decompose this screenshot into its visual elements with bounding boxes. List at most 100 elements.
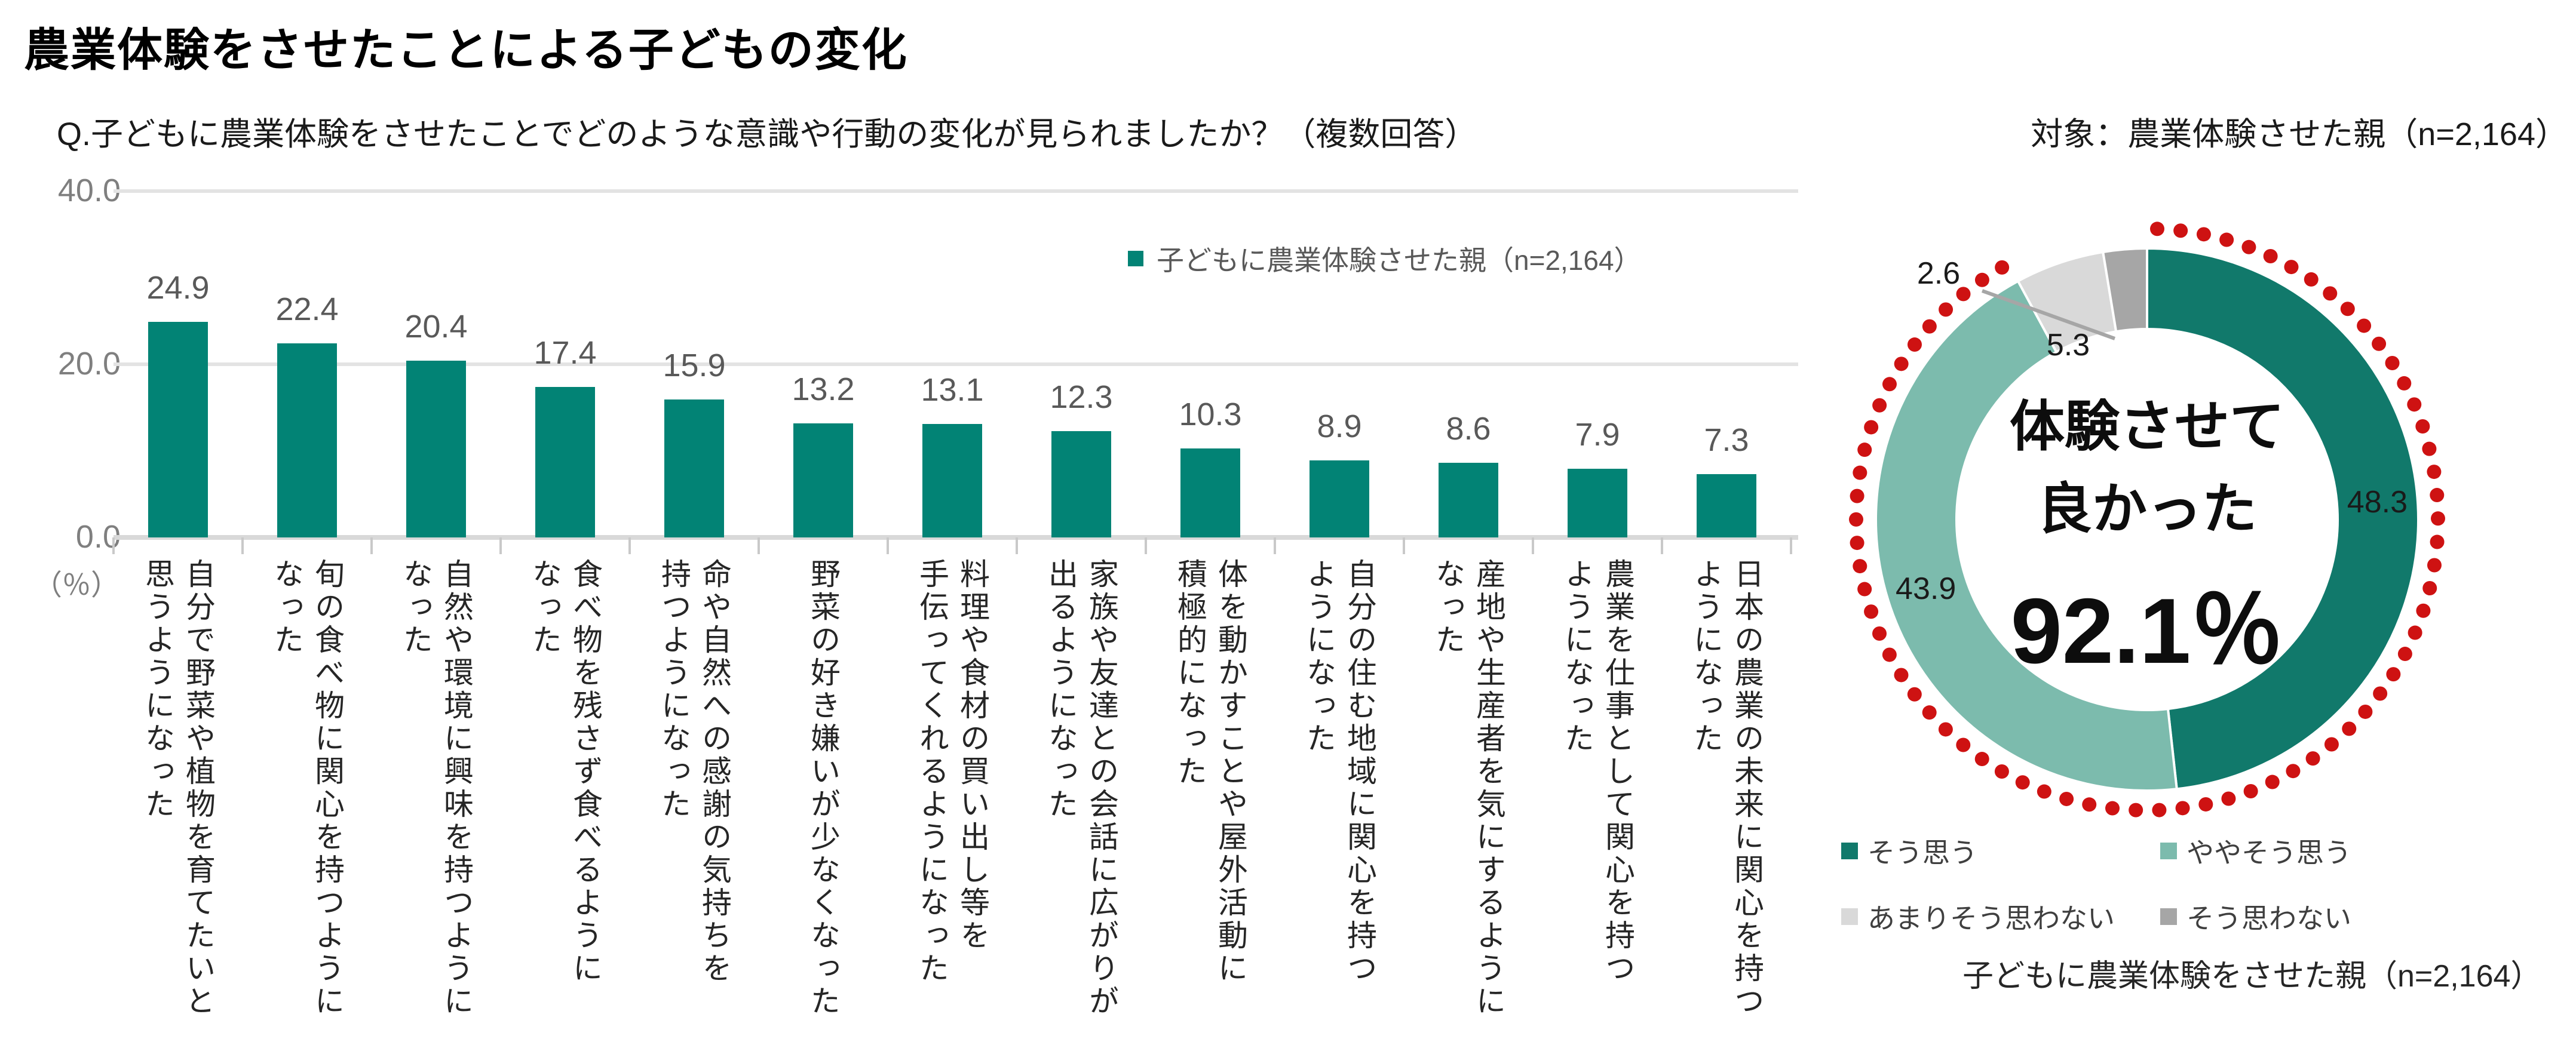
red-dot [2173,223,2188,238]
red-dot [2198,797,2213,812]
red-dot [2059,791,2074,806]
bar-chart-legend: 子どもに農業体験させた親（n=2,164） [1128,239,1642,278]
red-dot [2408,625,2422,640]
red-dot [1994,764,2009,779]
red-dot [1882,377,1897,392]
bar [1051,431,1111,537]
red-dot [2149,222,2164,236]
bar-value-label: 7.9 [1575,417,1620,453]
y-axis-tick-20: 20.0 [57,346,121,382]
red-dot [2304,272,2319,287]
red-dot [2427,465,2442,480]
bar-category-label: 食べ物を残さず食べるように なった [525,558,606,1036]
leader-line [1981,289,2116,340]
bar-category-label: 農業を仕事として関心を持つ ようになった [1557,558,1638,1036]
red-dot [2358,704,2373,719]
donut-value-label-2: 5.3 [2046,328,2090,362]
survey-question: Q.子どもに農業体験をさせたことでどのような意識や行動の変化が見られましたか？（… [57,116,1477,152]
bar-category-label-line: 積極的になった [1173,558,1207,788]
x-axis-tick [1016,537,1018,554]
gridline [114,362,1798,366]
red-dot [2243,783,2258,798]
x-axis-tick [1532,537,1534,554]
red-dot [1857,582,1872,597]
red-dot [1939,302,1954,317]
x-axis-tick [887,537,889,554]
legend-swatch-not-really [1841,908,1858,925]
x-axis-tick [1274,537,1276,554]
red-dot [2372,336,2387,351]
red-dot [1850,536,1864,551]
survey-target-note: 対象：農業体験させた親（n=2,164） [2031,116,2568,152]
bar-category-label-line: 出るようになった [1044,558,1078,821]
red-dot [2373,686,2388,701]
bar [1180,448,1240,537]
donut-value-label-0: 48.3 [2347,484,2408,520]
donut-center-text-line2: 良かった [2037,479,2258,540]
y-axis-tick-40: 40.0 [57,173,121,208]
red-dot [1850,488,1864,503]
red-dot [1938,722,1953,737]
donut-legend-item-not-really: あまりそう思わない [1841,897,2115,936]
bar-category-label-line: ようになった [1560,558,1594,755]
bar-category-label-line: 体を動かすことや屋外活動に [1214,558,1247,985]
bar-value-label: 12.3 [1050,379,1113,415]
red-dot [2323,286,2338,301]
x-axis-tick [628,537,631,554]
bar-category-label-line: 旬の食べ物に関心を持つように [311,558,344,1018]
bar-category-label-line: 食べ物を残さず食べるように [569,558,602,985]
bar-chart: 40.0 20.0 0.0 （％） 24.9 自分で野菜や植物を育てたいと 思うよう… [33,173,1798,1036]
donut-slice-3 [2101,247,2148,333]
y-axis-unit-label: （％） [33,570,119,601]
bar-category-label-line: なった [528,558,562,657]
red-dot [1894,668,1909,683]
red-dot [1882,647,1897,662]
bar [1568,469,1627,537]
bar-category-label-line: 家族や友達との会話に広がりが [1085,558,1118,1018]
donut-slice-1 [1875,279,2178,792]
bar-value-label: 24.9 [146,270,210,306]
bar-category-label-line: ようになった [1302,558,1336,755]
x-axis-line [114,535,1798,540]
x-axis-tick [758,537,760,554]
bar [148,322,208,537]
red-dot [1922,705,1937,720]
red-dot [1864,420,1879,435]
red-dot [1894,356,1909,371]
red-dot [2241,239,2256,254]
red-dot [2340,302,2355,316]
bar-category-label-line: なった [270,558,303,657]
legend-label-somewhat: ややそう思う [2186,837,2351,868]
red-dot [2422,581,2437,596]
red-dot [1864,604,1879,619]
gridline [114,189,1798,193]
bar-category-label-line: 料理や食材の買い出し等を [956,558,989,952]
red-dot [2015,775,2030,790]
red-dot [2219,232,2234,247]
bar [793,423,853,537]
red-dot [1853,465,1867,480]
red-dot [1872,626,1887,641]
bar-category-label-line: 日本の農業の未来に関心を持つ [1730,558,1764,1018]
red-dot [1857,442,1872,457]
bar-category-label: 産地や生産者を気にするように なった [1428,558,1509,1036]
red-dot [1853,559,1867,574]
bar-category-label: 命や自然への感謝の気持ちを 持つようになった [654,558,735,1036]
bar-category-label-line: 自然や環境に興味を持つように [440,558,473,1018]
red-dot [1872,398,1887,413]
red-dot [2129,803,2143,817]
donut-legend-item-agree: そう思う [1841,831,1977,871]
donut-value-label-1: 43.9 [1896,571,1956,606]
red-dot [2175,801,2190,816]
donut-center-percentage: 92.1％ [2010,579,2284,683]
red-dot [2196,227,2211,242]
donut-center-text-line1: 体験させて [2009,397,2285,457]
donut-slice-0 [2146,247,2419,791]
red-dot [1956,737,1971,752]
bar-category-label-line: ようになった [1689,558,1723,755]
red-dot [2357,318,2372,333]
bar-category-label-line: 野菜の好き嫌いが少なくなった [806,558,840,1018]
red-dot [2324,737,2339,752]
red-dot [2265,774,2280,789]
